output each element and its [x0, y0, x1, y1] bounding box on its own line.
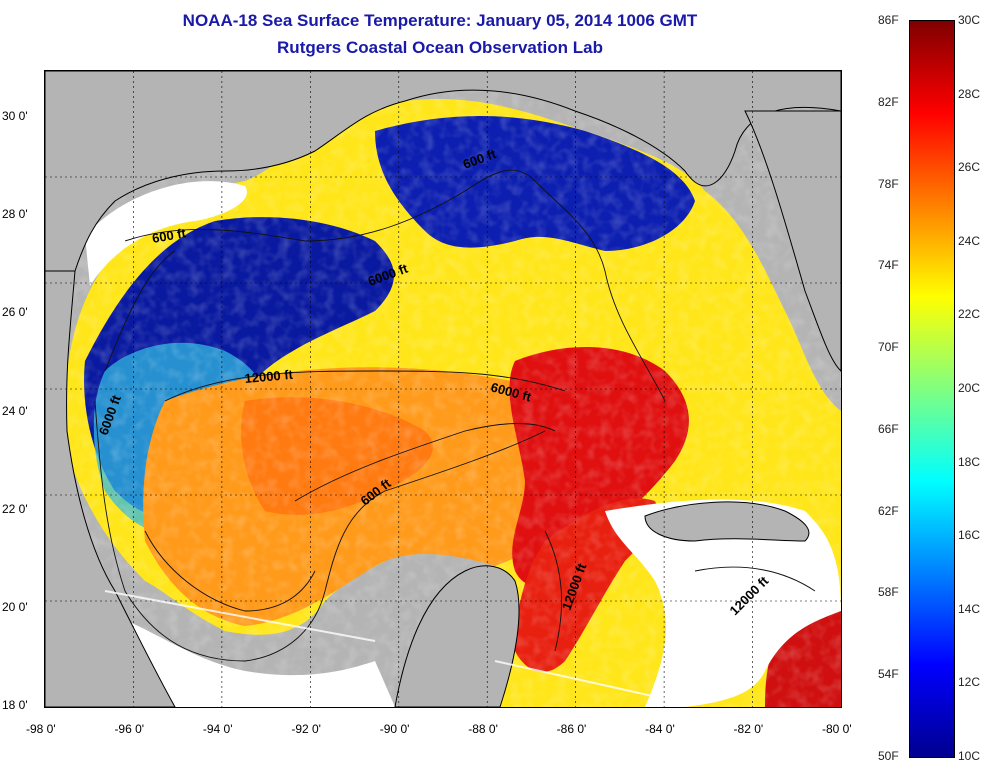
colorbar-f-label: 86F: [878, 13, 899, 27]
swath-edge-lines: [104, 590, 676, 702]
x-tick-label: -84 0': [645, 722, 675, 736]
colorbar-c-label: 10C: [958, 749, 981, 763]
x-tick-label: -90 0': [379, 722, 410, 736]
colorbar-c-label: 30C: [958, 13, 981, 27]
colorbar-f-label: 54F: [878, 667, 899, 682]
colorbar-c-label: 12C: [958, 675, 981, 690]
y-tick-label: 20 0': [2, 599, 28, 614]
colorbar-f-label: 58F: [878, 585, 899, 600]
cuba: [644, 501, 810, 542]
colorbar-c-label: 16C: [958, 528, 981, 543]
sst-map[interactable]: 600 ft 600 ft 6000 ft 12000 ft 6000 ft 6…: [44, 70, 842, 708]
colorbar-c-label: 26C: [958, 160, 981, 175]
y-tick-label: 18 0': [2, 698, 28, 712]
florida-peninsula: [744, 110, 841, 372]
x-tick-label: -86 0': [556, 722, 587, 736]
x-tick-label: -96 0': [114, 722, 145, 736]
y-tick-label: 24 0': [2, 403, 28, 418]
x-tick-label: -80 0': [822, 722, 852, 736]
temperature-colorbar: [909, 20, 955, 758]
map-subtitle: Rutgers Coastal Ocean Observation Lab: [277, 38, 603, 57]
north-coastline: [45, 71, 841, 272]
colorbar-c-label: 14C: [958, 601, 981, 616]
colorbar-f-label: 66F: [878, 421, 899, 436]
y-tick-label: 30 0': [2, 109, 28, 123]
contour-label: 600 ft: [151, 225, 188, 246]
x-tick-label: -98 0': [26, 722, 56, 736]
map-title: NOAA-18 Sea Surface Temperature: January…: [182, 11, 698, 30]
y-tick-label: 28 0': [2, 207, 28, 222]
graticule: [45, 71, 841, 707]
x-tick-label: -92 0': [291, 722, 321, 736]
colorbar-f-label: 50F: [878, 749, 899, 763]
colorbar-f-label: 74F: [878, 258, 899, 273]
colorbar-f-label: 70F: [878, 340, 899, 355]
x-tick-label: -94 0': [202, 722, 233, 736]
x-tick-label: -88 0': [468, 722, 498, 736]
y-tick-label: 26 0': [2, 305, 28, 320]
colorbar-c-label: 28C: [958, 86, 981, 101]
mexico-west-coast: [45, 270, 176, 707]
colorbar-c-label: 20C: [958, 381, 981, 395]
colorbar-c-label: 18C: [958, 454, 981, 469]
y-tick-label: 22 0': [2, 501, 28, 516]
colorbar-f-label: 82F: [878, 94, 899, 109]
colorbar-c-label: 24C: [958, 233, 981, 248]
yucatan-peninsula: [394, 565, 520, 707]
colorbar-f-label: 62F: [878, 503, 899, 518]
bathymetry-contours: [94, 169, 816, 662]
contour-label: 12000 ft: [244, 367, 294, 386]
x-tick-label: -82 0': [733, 722, 764, 736]
colorbar-c-label: 22C: [958, 307, 981, 322]
colorbar-f-label: 78F: [878, 176, 899, 191]
land-masses: [45, 71, 841, 707]
